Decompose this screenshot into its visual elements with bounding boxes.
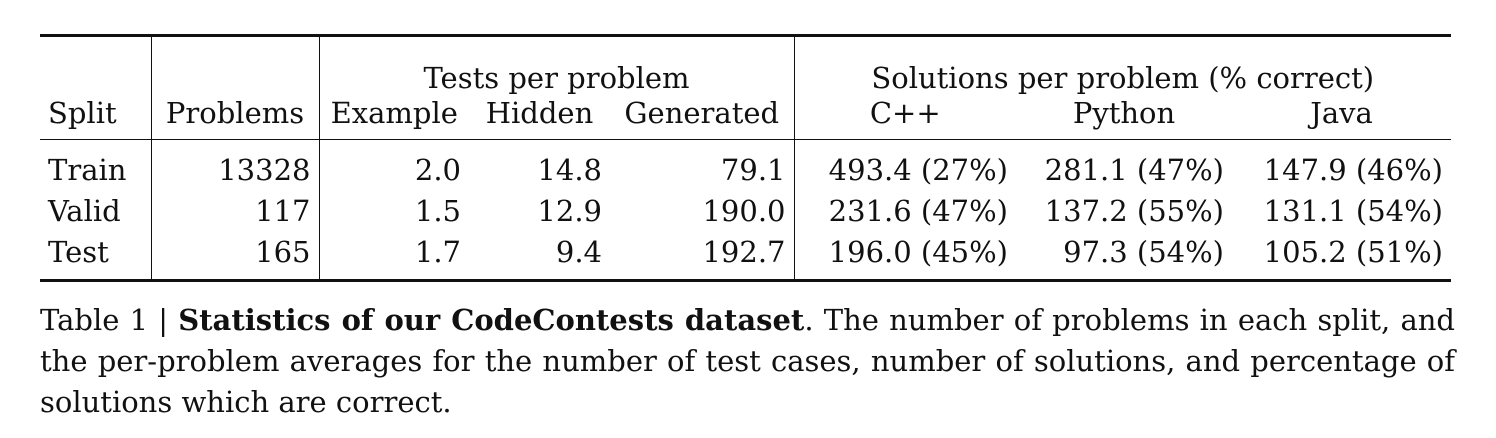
hidden-header: Hidden [469,93,610,140]
tests-per-problem-header: Tests per problem [319,35,795,93]
split-cell: Train [40,139,152,191]
generated-cell: 192.7 [610,232,795,281]
caption-title: Statistics of our CodeContests dataset [178,303,805,337]
java-cell: 147.9 (46%) [1263,153,1443,187]
hidden-cell: 12.9 [537,194,602,228]
java-header: Java [1232,93,1451,140]
split-cell: Test [40,232,152,281]
generated-cell: 79.1 [610,139,795,191]
split-cell: Valid [40,191,152,232]
generated-header: Generated [610,93,795,140]
header-row-groups: Tests per problem Solutions per problem … [40,35,1451,95]
caption-label: Table 1 | [40,303,179,337]
cpp-cell: 231.6 (47%) [828,194,1008,228]
cpp-cell: 196.0 (45%) [828,235,1008,269]
generated-cell: 190.0 [610,191,795,232]
split-header: Split [40,93,152,140]
python-cell: 281.1 (47%) [1044,153,1224,187]
header-row-columns: Split Problems Example Hidden Generated … [40,93,1451,140]
table-caption: Table 1 | Statistics of our CodeContests… [40,300,1455,423]
example-header: Example [319,93,469,140]
example-cell: 1.7 [414,235,461,269]
cpp-cell: 493.4 (27%) [828,153,1008,187]
table-row: Test 165 1.7 9.4 192.7 196.0 (45%) 97.3 … [40,232,1451,281]
table-row: Valid 117 1.5 12.9 190.0 231.6 (47%) 137… [40,191,1451,232]
solutions-per-problem-header: Solutions per problem (% correct) [871,61,1375,95]
python-cell: 97.3 (54%) [1063,235,1224,269]
statistics-table: Tests per problem Solutions per problem … [40,34,1451,282]
python-cell: 137.2 (55%) [1044,194,1224,228]
java-cell: 131.1 (54%) [1263,194,1443,228]
cpp-header: C++ [794,93,1016,140]
table-row: Train 13328 2.0 14.8 79.1 493.4 (27%) 28… [40,139,1451,191]
hidden-cell: 9.4 [555,235,602,269]
problems-cell: 165 [151,232,320,281]
example-cell: 1.5 [414,194,461,228]
hidden-cell: 14.8 [537,153,602,187]
problems-cell: 117 [151,191,320,232]
example-cell: 2.0 [414,153,461,187]
python-header: Python [1016,93,1232,140]
problems-cell: 13328 [151,139,320,191]
caption-body: . The number of problems in each split, … [40,303,1455,419]
java-cell: 105.2 (51%) [1263,235,1443,269]
problems-header: Problems [151,93,320,140]
